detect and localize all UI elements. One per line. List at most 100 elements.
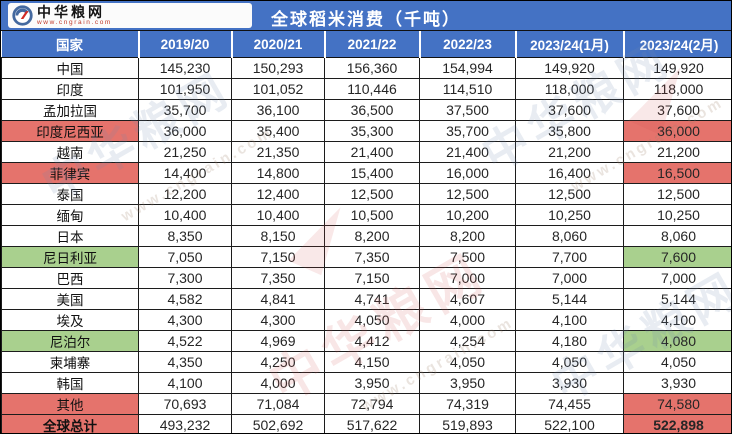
value-cell: 110,446 <box>324 78 420 100</box>
value-cell: 36,100 <box>231 99 325 121</box>
value-cell: 21,400 <box>324 141 420 163</box>
value-cell: 4,607 <box>419 288 516 310</box>
value-cell: 4,050 <box>324 309 420 331</box>
value-cell: 15,400 <box>324 162 420 184</box>
country-cell: 巴西 <box>1 267 139 289</box>
value-cell: 101,950 <box>138 78 232 100</box>
value-cell: 149,920 <box>515 57 624 79</box>
value-cell: 502,692 <box>231 414 325 433</box>
table-row: 美国 4,582 4,841 4,741 4,607 5,144 5,144 <box>1 288 731 310</box>
value-cell: 7,000 <box>419 267 516 289</box>
value-cell: 4,300 <box>231 309 325 331</box>
country-cell: 其他 <box>1 393 139 415</box>
value-cell: 12,500 <box>515 183 624 205</box>
logo-url: www.cngrain.com <box>37 19 112 26</box>
consumption-table: 国家 2019/20 2020/21 2021/22 2022/23 2023/24(1月… <box>1 31 731 433</box>
value-cell: 3,950 <box>324 372 420 394</box>
value-cell: 4,100 <box>515 309 624 331</box>
value-cell: 35,700 <box>138 99 232 121</box>
value-cell: 5,144 <box>623 288 731 310</box>
value-cell: 4,582 <box>138 288 232 310</box>
value-cell: 4,300 <box>138 309 232 331</box>
table-header-row: 国家 2019/20 2020/21 2021/22 2022/23 2023/24(1月… <box>1 31 731 58</box>
country-cell: 泰国 <box>1 183 139 205</box>
value-cell: 72,794 <box>324 393 420 415</box>
value-cell: 4,350 <box>138 351 232 373</box>
table-row: 越南 21,250 21,350 21,400 21,400 21,200 21,200 <box>1 141 731 163</box>
value-cell: 37,600 <box>623 99 731 121</box>
value-cell: 3,950 <box>419 372 516 394</box>
value-cell: 8,060 <box>515 225 624 247</box>
value-cell: 8,200 <box>419 225 516 247</box>
country-cell: 印度尼西亚 <box>1 120 139 142</box>
value-cell: 14,400 <box>138 162 232 184</box>
value-cell: 10,250 <box>623 204 731 226</box>
value-cell: 74,319 <box>419 393 516 415</box>
column-header-season: 2023/24(2月) <box>623 31 731 58</box>
country-cell: 尼日利亚 <box>1 246 139 268</box>
value-cell: 21,400 <box>419 141 516 163</box>
value-cell: 4,150 <box>324 351 420 373</box>
value-cell: 7,700 <box>515 246 624 268</box>
value-cell: 21,200 <box>623 141 731 163</box>
country-cell: 美国 <box>1 288 139 310</box>
value-cell: 35,700 <box>419 120 516 142</box>
value-cell: 522,898 <box>623 414 731 433</box>
value-cell: 12,200 <box>138 183 232 205</box>
country-cell: 尼泊尔 <box>1 330 139 352</box>
country-cell: 柬埔寨 <box>1 351 139 373</box>
logo-name: 中华粮网 <box>37 3 105 20</box>
value-cell: 7,600 <box>623 246 731 268</box>
value-cell: 12,500 <box>324 183 420 205</box>
value-cell: 118,000 <box>515 78 624 100</box>
table-row: 印度尼西亚 36,000 35,400 35,300 35,700 35,800 36,00… <box>1 120 731 142</box>
value-cell: 4,050 <box>623 351 731 373</box>
value-cell: 37,600 <box>515 99 624 121</box>
value-cell: 519,893 <box>419 414 516 433</box>
value-cell: 21,250 <box>138 141 232 163</box>
value-cell: 4,050 <box>515 351 624 373</box>
value-cell: 36,000 <box>623 120 731 142</box>
value-cell: 4,969 <box>231 330 325 352</box>
value-cell: 10,250 <box>515 204 624 226</box>
value-cell: 517,622 <box>324 414 420 433</box>
table-row: 韩国 4,100 4,000 3,950 3,950 3,930 3,930 <box>1 372 731 394</box>
value-cell: 145,230 <box>138 57 232 79</box>
header-banner: 中华粮网 www.cngrain.com 全球稻米消费（千吨） <box>1 1 731 31</box>
page-title: 全球稻米消费（千吨） <box>271 10 461 29</box>
country-cell: 全球总计 <box>1 414 139 433</box>
value-cell: 149,920 <box>623 57 731 79</box>
value-cell: 14,800 <box>231 162 325 184</box>
value-cell: 12,500 <box>419 183 516 205</box>
value-cell: 10,400 <box>231 204 325 226</box>
table-row: 缅甸 10,400 10,400 10,500 10,200 10,250 10,250 <box>1 204 731 226</box>
value-cell: 35,800 <box>515 120 624 142</box>
value-cell: 16,000 <box>419 162 516 184</box>
country-cell: 缅甸 <box>1 204 139 226</box>
value-cell: 118,000 <box>623 78 731 100</box>
value-cell: 3,930 <box>623 372 731 394</box>
value-cell: 8,200 <box>324 225 420 247</box>
value-cell: 156,360 <box>324 57 420 79</box>
value-cell: 4,841 <box>231 288 325 310</box>
value-cell: 7,150 <box>231 246 325 268</box>
value-cell: 4,000 <box>419 309 516 331</box>
value-cell: 7,000 <box>623 267 731 289</box>
table-row: 埃及 4,300 4,300 4,050 4,000 4,100 4,100 <box>1 309 731 331</box>
value-cell: 7,350 <box>231 267 325 289</box>
value-cell: 114,510 <box>419 78 516 100</box>
value-cell: 16,500 <box>623 162 731 184</box>
column-header-season: 2021/22 <box>324 31 421 58</box>
column-header-country: 国家 <box>1 31 140 58</box>
value-cell: 154,994 <box>419 57 516 79</box>
value-cell: 12,500 <box>623 183 731 205</box>
value-cell: 4,180 <box>515 330 624 352</box>
value-cell: 10,200 <box>419 204 516 226</box>
value-cell: 35,400 <box>231 120 325 142</box>
column-header-season: 2023/24(1月) <box>515 31 625 58</box>
value-cell: 3,930 <box>515 372 624 394</box>
country-cell: 韩国 <box>1 372 139 394</box>
country-cell: 越南 <box>1 141 139 163</box>
value-cell: 7,050 <box>138 246 232 268</box>
table-row: 菲律宾 14,400 14,800 15,400 16,000 16,400 16,500 <box>1 162 731 184</box>
